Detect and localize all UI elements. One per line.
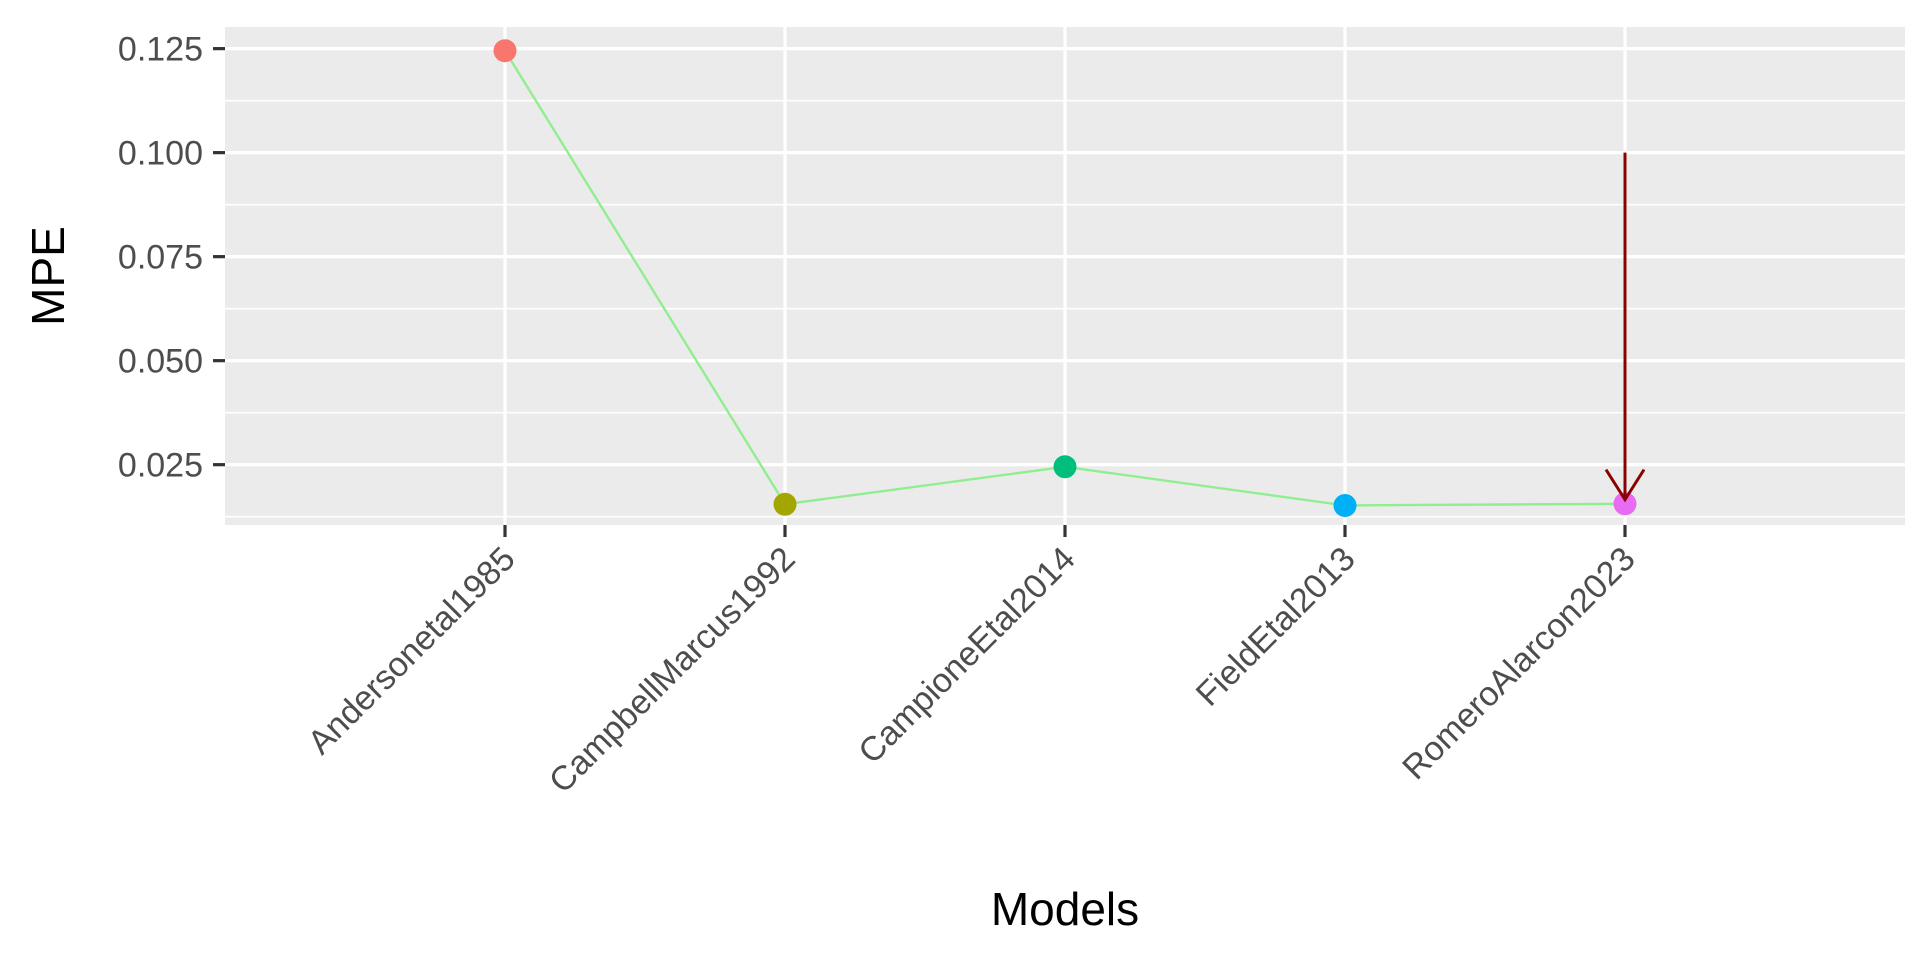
- data-point-1: [773, 492, 797, 516]
- annotation-arrow-group: [1604, 152, 1646, 503]
- x-axis-title: Models: [991, 883, 1139, 935]
- data-point-4: [1613, 492, 1637, 516]
- y-tick-label-4: 0.125: [118, 31, 203, 69]
- y-tick-label-0: 0.025: [118, 447, 203, 485]
- x-tick-label-4: RomeroAlarcon2023: [1395, 540, 1642, 787]
- y-tick-label-1: 0.050: [118, 343, 203, 381]
- y-tick-label-3: 0.100: [118, 135, 203, 173]
- annotation-arrow-head: [1604, 468, 1646, 503]
- x-tick-label-1: CampbellMarcus1992: [542, 540, 803, 801]
- data-point-3: [1333, 493, 1357, 517]
- y-axis-title: MPE: [22, 226, 74, 326]
- x-tick-label-3: FieldEtal2013: [1189, 540, 1363, 714]
- x-axis: Andersonetal1985 CampbellMarcus1992 Campio…: [301, 525, 1643, 801]
- data-point-2: [1053, 455, 1077, 479]
- y-tick-label-2: 0.075: [118, 239, 203, 277]
- data-point-0: [493, 39, 517, 63]
- y-axis: 0.025 0.050 0.075 0.100 0.125: [118, 31, 225, 485]
- x-tick-label-2: CampioneEtal2014: [851, 540, 1082, 771]
- data-points: [493, 39, 1637, 517]
- x-tick-label-0: Andersonetal1985: [301, 540, 523, 762]
